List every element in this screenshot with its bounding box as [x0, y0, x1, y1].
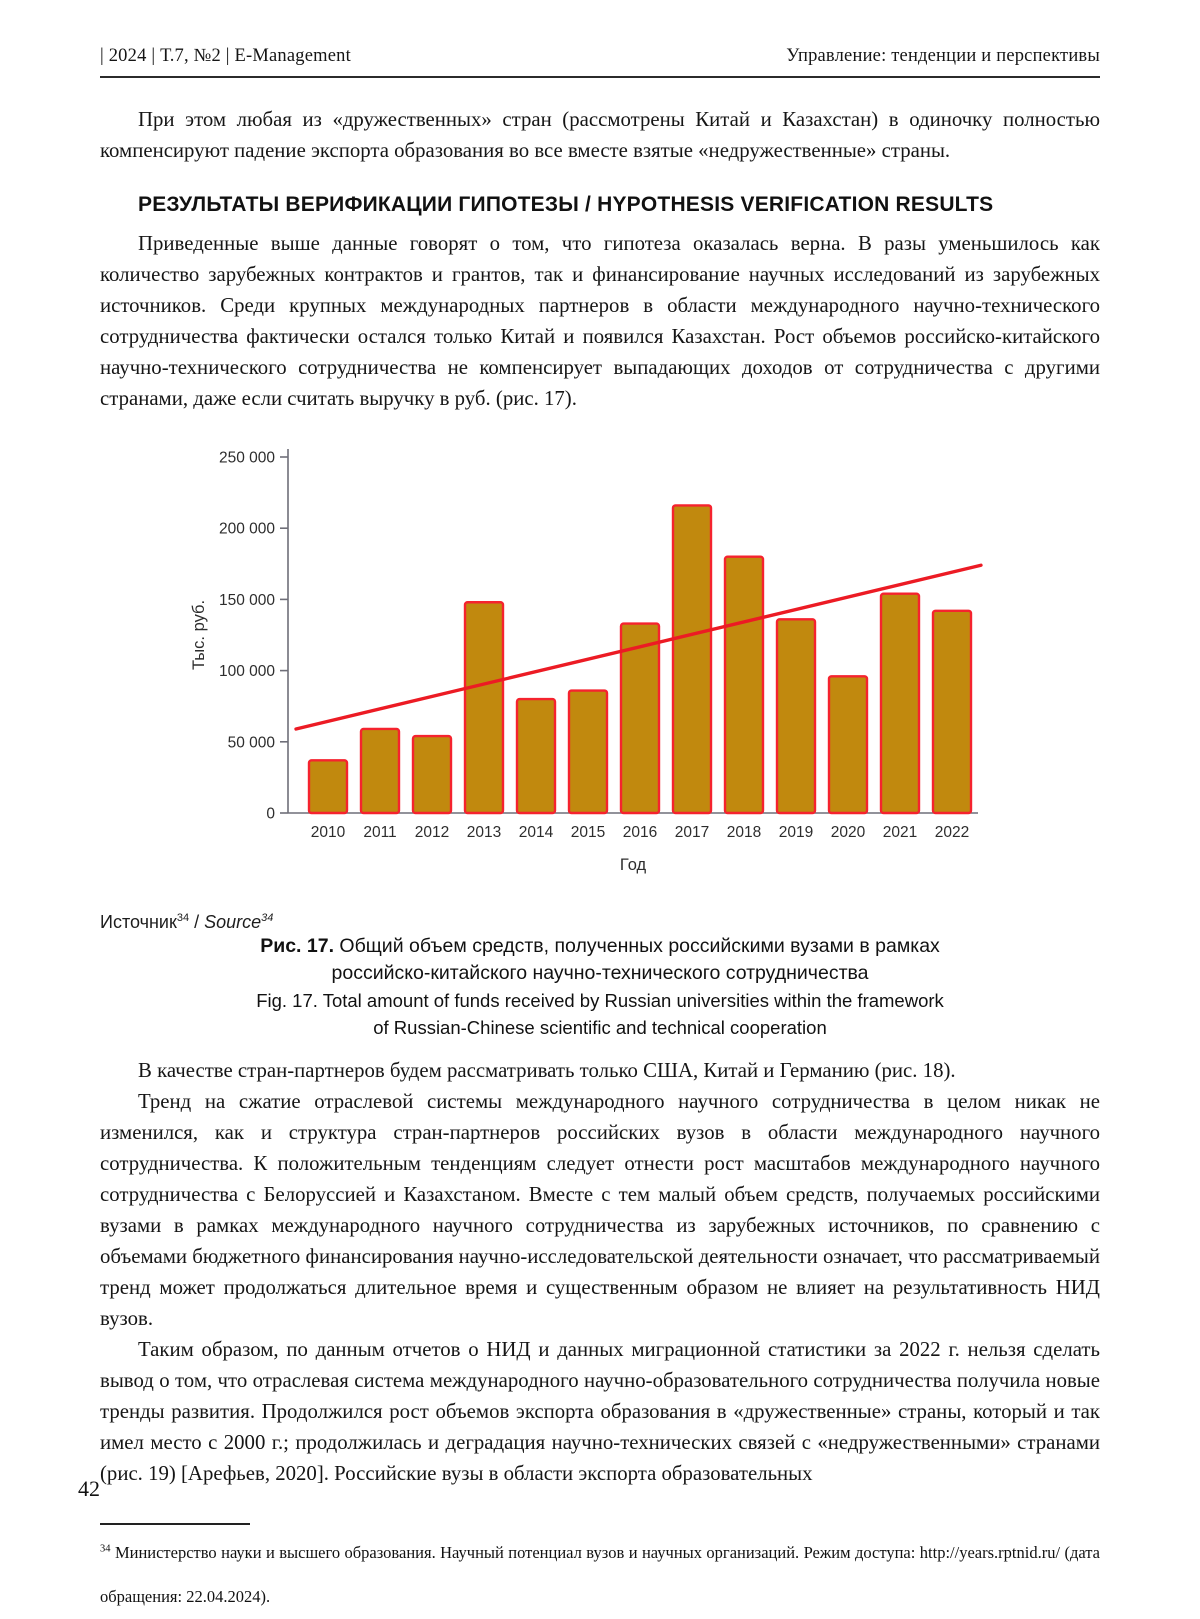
bar-2010: [307, 759, 349, 815]
figure-source-line: Источник34 / Source34: [100, 912, 1100, 933]
x-tick-label: 2021: [883, 824, 917, 841]
paragraph-results: Приведенные выше данные говорят о том, ч…: [100, 232, 1100, 410]
figure-caption-ru: Рис. 17. Общий объем средств, полученных…: [100, 933, 1100, 987]
section-heading: РЕЗУЛЬТАТЫ ВЕРИФИКАЦИИ ГИПОТЕЗЫ / HYPOTH…: [138, 193, 994, 216]
x-tick-label: 2012: [415, 824, 449, 841]
y-tick-label: 50 000: [228, 734, 276, 751]
figure-caption-en-line2: of Russian-Chinese scientific and techni…: [373, 1017, 827, 1038]
footnote-text-before-link: Министерство науки и высшего образования…: [110, 1543, 920, 1562]
x-tick-label: 2013: [467, 824, 501, 841]
figure-caption-number: Рис. 17.: [260, 935, 334, 957]
figure-caption-en-line1: Fig. 17. Total amount of funds received …: [256, 990, 944, 1011]
paragraph-conclusion: Таким образом, по данным отчетов о НИД и…: [100, 1338, 1100, 1485]
y-tick-label: 200 000: [219, 521, 275, 538]
x-tick-label: 2019: [779, 824, 813, 841]
bar-2018: [723, 555, 765, 815]
bar-2011: [359, 727, 401, 815]
trend-line: [294, 563, 983, 731]
x-tick-label: 2015: [571, 824, 605, 841]
y-tick-label: 250 000: [219, 450, 275, 467]
bar-2015: [567, 689, 609, 815]
source-footnote-ref-en: 34: [261, 912, 274, 924]
footnote-url-link[interactable]: http://years.rptnid.ru/: [919, 1543, 1061, 1562]
page-number: 42: [78, 1476, 100, 1501]
paragraph-intro: При этом любая из «дружественных» стран …: [100, 108, 1100, 162]
paragraph-partners: В качестве стран-партнеров будем рассмат…: [138, 1059, 956, 1082]
fig17-chart-svg: 0 50 000 100 000 150 000 200 000 250 000 2010 2…: [190, 449, 983, 874]
bar-2013: [463, 601, 505, 815]
figure-17: 0 50 000 100 000 150 000 200 000 250 000 2010 2…: [100, 430, 1100, 878]
x-tick-label: 2011: [363, 824, 396, 841]
figure-caption-ru-line1: Общий объем средств, полученных российск…: [334, 935, 940, 957]
y-tick-label: 100 000: [219, 663, 275, 680]
x-tick-label: 2014: [519, 824, 554, 841]
page-header: | 2024 | Т.7, №2 | E-Management Управлен…: [100, 46, 1100, 78]
bar-2016: [619, 622, 661, 815]
y-tick-label: 0: [266, 806, 275, 823]
header-journal-info: | 2024 | Т.7, №2 | E-Management: [100, 46, 351, 66]
bar-2019: [775, 618, 817, 815]
source-label-ru: Источник: [100, 912, 177, 932]
x-tick-label: 2018: [727, 824, 761, 841]
x-tick-label: 2010: [311, 824, 346, 841]
y-tick-label: 150 000: [219, 592, 275, 609]
figure-caption-en: Fig. 17. Total amount of funds received …: [100, 987, 1100, 1041]
bar-2022: [931, 609, 973, 815]
bar-2014: [515, 697, 557, 815]
source-footnote-ref-ru: 34: [176, 912, 190, 924]
x-tick-label: 2016: [623, 824, 657, 841]
header-section-title: Управление: тенденции и перспективы: [786, 46, 1100, 66]
footnote-34: 34 Министерство науки и высшего образова…: [100, 1531, 1100, 1619]
source-label-en: Source: [204, 912, 262, 932]
figure-caption-ru-line2: российско-китайского научно-технического…: [331, 962, 869, 984]
bar-2012: [411, 734, 453, 815]
bar-2021: [879, 592, 921, 815]
footnote-divider: [100, 1523, 250, 1525]
bar-2020: [827, 675, 869, 815]
source-separator: /: [189, 912, 205, 932]
paragraph-trend: Тренд на сжатие отраслевой системы между…: [100, 1090, 1100, 1330]
x-tick-label: 2017: [675, 824, 709, 841]
y-axis-title: Тыс. руб.: [190, 600, 208, 670]
x-tick-label: 2022: [935, 824, 969, 841]
footnote-number: 34: [100, 1543, 111, 1555]
bar-2017: [671, 504, 713, 815]
x-axis-title: Год: [620, 856, 647, 874]
x-tick-label: 2020: [831, 824, 866, 841]
